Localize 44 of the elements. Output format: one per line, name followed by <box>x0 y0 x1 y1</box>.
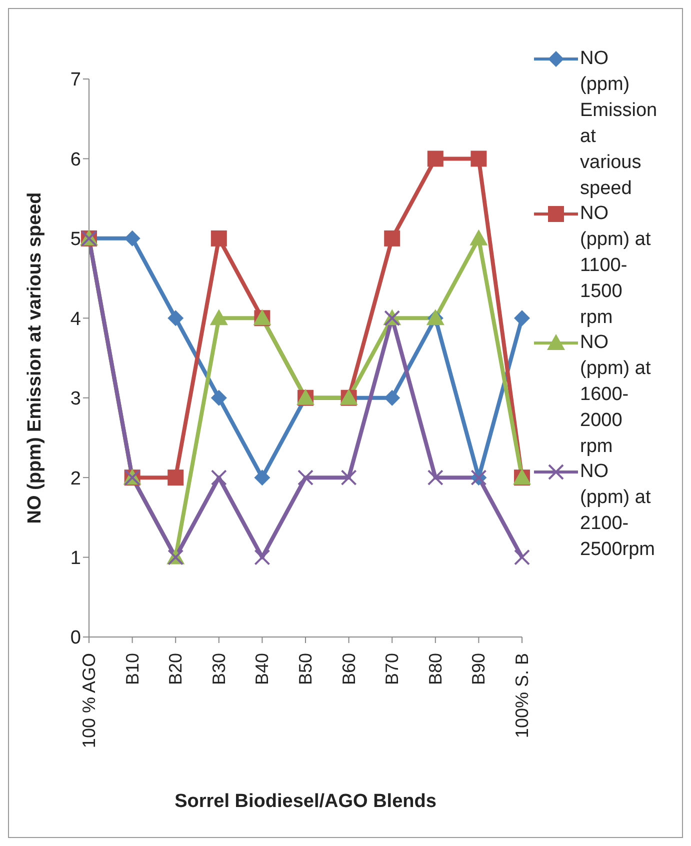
x-tick-label: B50 <box>296 653 316 686</box>
point <box>210 230 227 246</box>
x-tick-label: B60 <box>338 653 359 686</box>
x-tick-label: B90 <box>468 653 489 686</box>
x-tick-label: 100 % AGO <box>79 653 99 748</box>
x-tick-label: 100% S. B <box>512 653 532 738</box>
x-tick-label: B40 <box>252 653 272 686</box>
x-tick-label: B10 <box>122 653 142 686</box>
point <box>124 230 140 246</box>
point <box>514 549 530 566</box>
point <box>168 310 184 326</box>
legend-label: NO (ppm) at 2100-2500rpm <box>580 460 656 562</box>
legend-label: NO (ppm) at 1100-1500 rpm <box>580 202 652 330</box>
point <box>210 470 227 486</box>
y-tick-label: 5 <box>70 229 81 250</box>
point <box>470 229 488 246</box>
y-tick-label: 3 <box>70 388 81 410</box>
x-tick-label: B30 <box>208 653 229 686</box>
y-axis-title: NO (ppm) Emission at various speed <box>24 192 46 524</box>
point <box>427 470 444 486</box>
y-tick-label: 4 <box>70 308 82 330</box>
y-tick-label: 6 <box>70 149 81 170</box>
x-tick-label: B70 <box>382 653 402 686</box>
legend-label: NO (ppm) at 1600-2000 rpm <box>580 331 652 459</box>
x-tick-label: B80 <box>425 653 446 686</box>
point <box>298 470 314 486</box>
y-tick-label: 1 <box>70 548 81 570</box>
x-tick-label: B20 <box>166 653 186 686</box>
point <box>384 390 400 406</box>
point <box>384 230 400 246</box>
point <box>514 310 530 326</box>
point <box>168 470 184 486</box>
point <box>254 549 270 566</box>
y-tick-label: 0 <box>70 628 81 649</box>
point <box>210 390 227 406</box>
y-tick-label: 2 <box>70 468 81 490</box>
point <box>340 470 357 486</box>
x-axis-title: Sorrel Biodiesel/AGO Blends <box>174 791 436 812</box>
point <box>210 309 228 326</box>
point <box>254 470 270 486</box>
y-tick-label: 7 <box>70 70 81 91</box>
point <box>427 150 444 167</box>
point <box>470 150 487 167</box>
legend-label: NO (ppm) Emission at various speed <box>580 47 658 201</box>
